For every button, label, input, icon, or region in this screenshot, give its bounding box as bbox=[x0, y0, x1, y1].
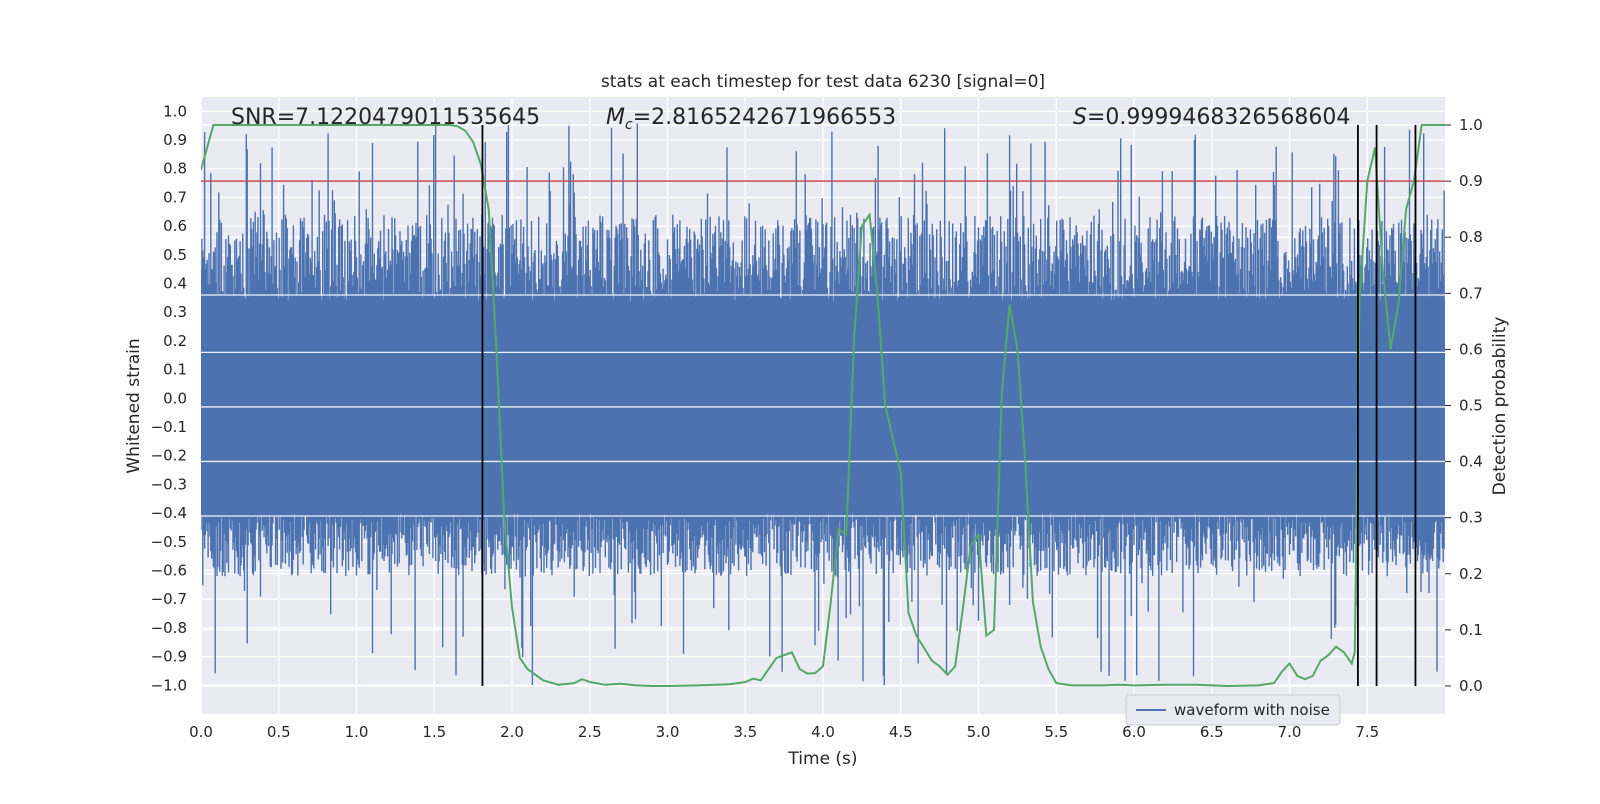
y-tick-label-right: 0.0 bbox=[1459, 677, 1483, 695]
y-tick-label-left: 0.4 bbox=[163, 275, 187, 293]
x-tick-label: 1.5 bbox=[422, 723, 446, 741]
y-tick-label-right: 0.4 bbox=[1459, 453, 1483, 471]
y-tick-label-left: −0.4 bbox=[151, 504, 187, 522]
x-tick-label: 5.5 bbox=[1044, 723, 1068, 741]
s-value: =0.9999468326568604 bbox=[1087, 105, 1350, 130]
x-tick-label: 4.0 bbox=[811, 723, 835, 741]
legend-label: waveform with noise bbox=[1174, 701, 1330, 719]
vertical-markers bbox=[481, 125, 1417, 686]
y-tick-label-left: 0.2 bbox=[163, 332, 187, 350]
y-tick-label-left: −0.7 bbox=[151, 590, 187, 608]
y-tick-label-left: −0.5 bbox=[151, 533, 187, 551]
mc-symbol: M bbox=[606, 105, 625, 130]
y-tick-label-left: 0.1 bbox=[163, 361, 187, 379]
x-tick-label: 7.0 bbox=[1278, 723, 1302, 741]
y-tick-label-right: 0.5 bbox=[1459, 397, 1483, 415]
chirp-mass-annotation: Mc=2.8165242671966553 bbox=[606, 105, 896, 133]
x-tick-label: 7.5 bbox=[1355, 723, 1379, 741]
strain-series bbox=[201, 123, 1445, 686]
x-tick-label: 0.0 bbox=[189, 723, 213, 741]
y-tick-label-right: 0.1 bbox=[1459, 621, 1483, 639]
chart-title: stats at each timestep for test data 623… bbox=[601, 72, 1045, 92]
probability-line bbox=[201, 124, 1445, 688]
mc-subscript: c bbox=[625, 117, 633, 133]
x-tick-label: 1.0 bbox=[345, 723, 369, 741]
s-annotation: S=0.9999468326568604 bbox=[1073, 105, 1350, 130]
y-tick-label-left: −0.8 bbox=[151, 619, 187, 637]
x-tick-label: 3.5 bbox=[733, 723, 757, 741]
snr-annotation: SNR=7.1220479011535645 bbox=[231, 105, 540, 130]
x-axis-label: Time (s) bbox=[787, 749, 857, 769]
probability-series bbox=[201, 124, 1445, 688]
y-tick-label-left: −0.6 bbox=[151, 562, 187, 580]
y-tick-label-right: 0.9 bbox=[1459, 172, 1483, 190]
mc-value: =2.8165242671966553 bbox=[633, 105, 896, 130]
y-tick-label-left: −1.0 bbox=[151, 676, 187, 694]
y-tick-label-right: 0.7 bbox=[1459, 284, 1483, 302]
y-tick-label-left: −0.3 bbox=[151, 475, 187, 493]
y-tick-label-right: 0.2 bbox=[1459, 565, 1483, 583]
x-tick-label: 3.0 bbox=[656, 723, 680, 741]
y-tick-label-left: 0.3 bbox=[163, 303, 187, 321]
x-tick-label: 6.5 bbox=[1200, 723, 1224, 741]
y-tick-label-left: 0.8 bbox=[163, 160, 187, 178]
x-tick-label: 4.5 bbox=[889, 723, 913, 741]
y-tick-label-left: 0.9 bbox=[163, 131, 187, 149]
y-tick-label-right: 0.6 bbox=[1459, 340, 1483, 358]
y-tick-label-right: 1.0 bbox=[1459, 116, 1483, 134]
y-tick-label-left: −0.2 bbox=[151, 447, 187, 465]
s-symbol: S bbox=[1073, 105, 1087, 130]
y-tick-label-right: 0.8 bbox=[1459, 228, 1483, 246]
y-tick-label-left: −0.1 bbox=[151, 418, 187, 436]
y-axis-label-right: Detection probability bbox=[1490, 317, 1510, 496]
y-tick-label-left: 0.6 bbox=[163, 217, 187, 235]
x-tick-label: 0.5 bbox=[267, 723, 291, 741]
y-tick-label-right: 0.3 bbox=[1459, 509, 1483, 527]
x-tick-label: 2.5 bbox=[578, 723, 602, 741]
y-axis-label-left: Whitened strain bbox=[124, 338, 144, 473]
y-tick-label-left: 0.0 bbox=[163, 389, 187, 407]
x-tick-label: 2.0 bbox=[500, 723, 524, 741]
x-tick-label: 5.0 bbox=[967, 723, 991, 741]
legend-box bbox=[1125, 694, 1341, 726]
legend: waveform with noise bbox=[1125, 694, 1341, 726]
y-tick-label-left: −0.9 bbox=[151, 648, 187, 666]
y-tick-label-left: 1.0 bbox=[163, 102, 187, 120]
y-tick-label-left: 0.7 bbox=[163, 188, 187, 206]
tick-labels: 0.0 0.5 1.0 1.5 2.0 2.5 3.0 3.5 4.0 4.5 5.0 5.5 6.0 6… bbox=[151, 102, 1483, 741]
y-tick-label-left: 0.5 bbox=[163, 246, 187, 264]
x-tick-label: 6.0 bbox=[1122, 723, 1146, 741]
